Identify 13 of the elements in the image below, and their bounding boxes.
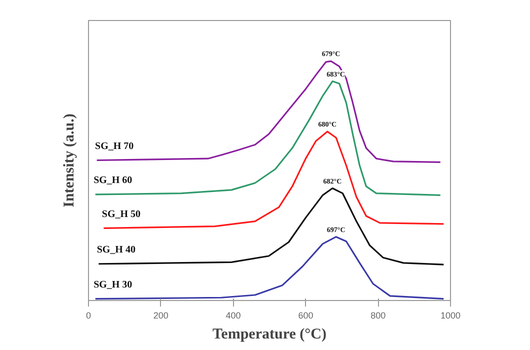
x-tick-label: 600 [298, 310, 314, 320]
x-tick-label: 0 [86, 310, 92, 320]
series-label: SG_H 50 [102, 208, 141, 220]
y-axis-title: Intensity (a.u.) [62, 114, 78, 208]
x-tick-label: 400 [226, 310, 241, 320]
x-tick-label: 1000 [440, 310, 461, 320]
x-axis-title: Temperature (°C) [212, 326, 326, 342]
series-label: SG_H 30 [94, 279, 132, 290]
x-tick-label: 800 [370, 310, 386, 320]
x-tick-label: 200 [153, 310, 168, 320]
series-label: SG_H 70 [95, 140, 134, 152]
series-label: SG_H 60 [94, 175, 132, 186]
series-label: SG_H 40 [96, 244, 136, 256]
